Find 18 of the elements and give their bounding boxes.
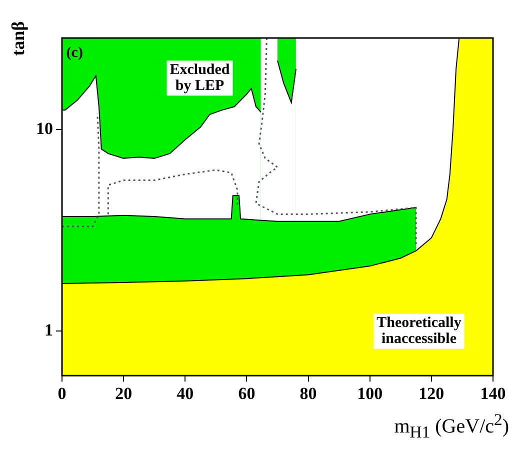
x-tick-label: 40 <box>176 384 194 404</box>
x-tick-label: 0 <box>58 384 66 404</box>
x-tick-label: 20 <box>115 384 132 404</box>
x-tick-label: 60 <box>238 384 256 404</box>
x-tick-label: 120 <box>418 384 444 404</box>
annotation: Excluded by LEP <box>170 62 230 94</box>
y-axis-title: tanβ <box>8 20 28 56</box>
annotation: (c) <box>66 45 83 62</box>
x-tick-label: 140 <box>480 384 506 404</box>
y-tick-label: 10 <box>36 118 53 138</box>
x-tick-label: 100 <box>357 384 383 404</box>
line-series <box>107 169 238 215</box>
y-tick-label: 1 <box>44 320 53 340</box>
line-series <box>255 38 417 248</box>
annotation: Theoretically inaccessible <box>376 315 462 348</box>
x-tick-label: 80 <box>300 384 317 404</box>
line-series <box>62 112 100 228</box>
x-axis-title: m$_{H1}$ (GeV/c$^{2}$) <box>394 410 509 443</box>
